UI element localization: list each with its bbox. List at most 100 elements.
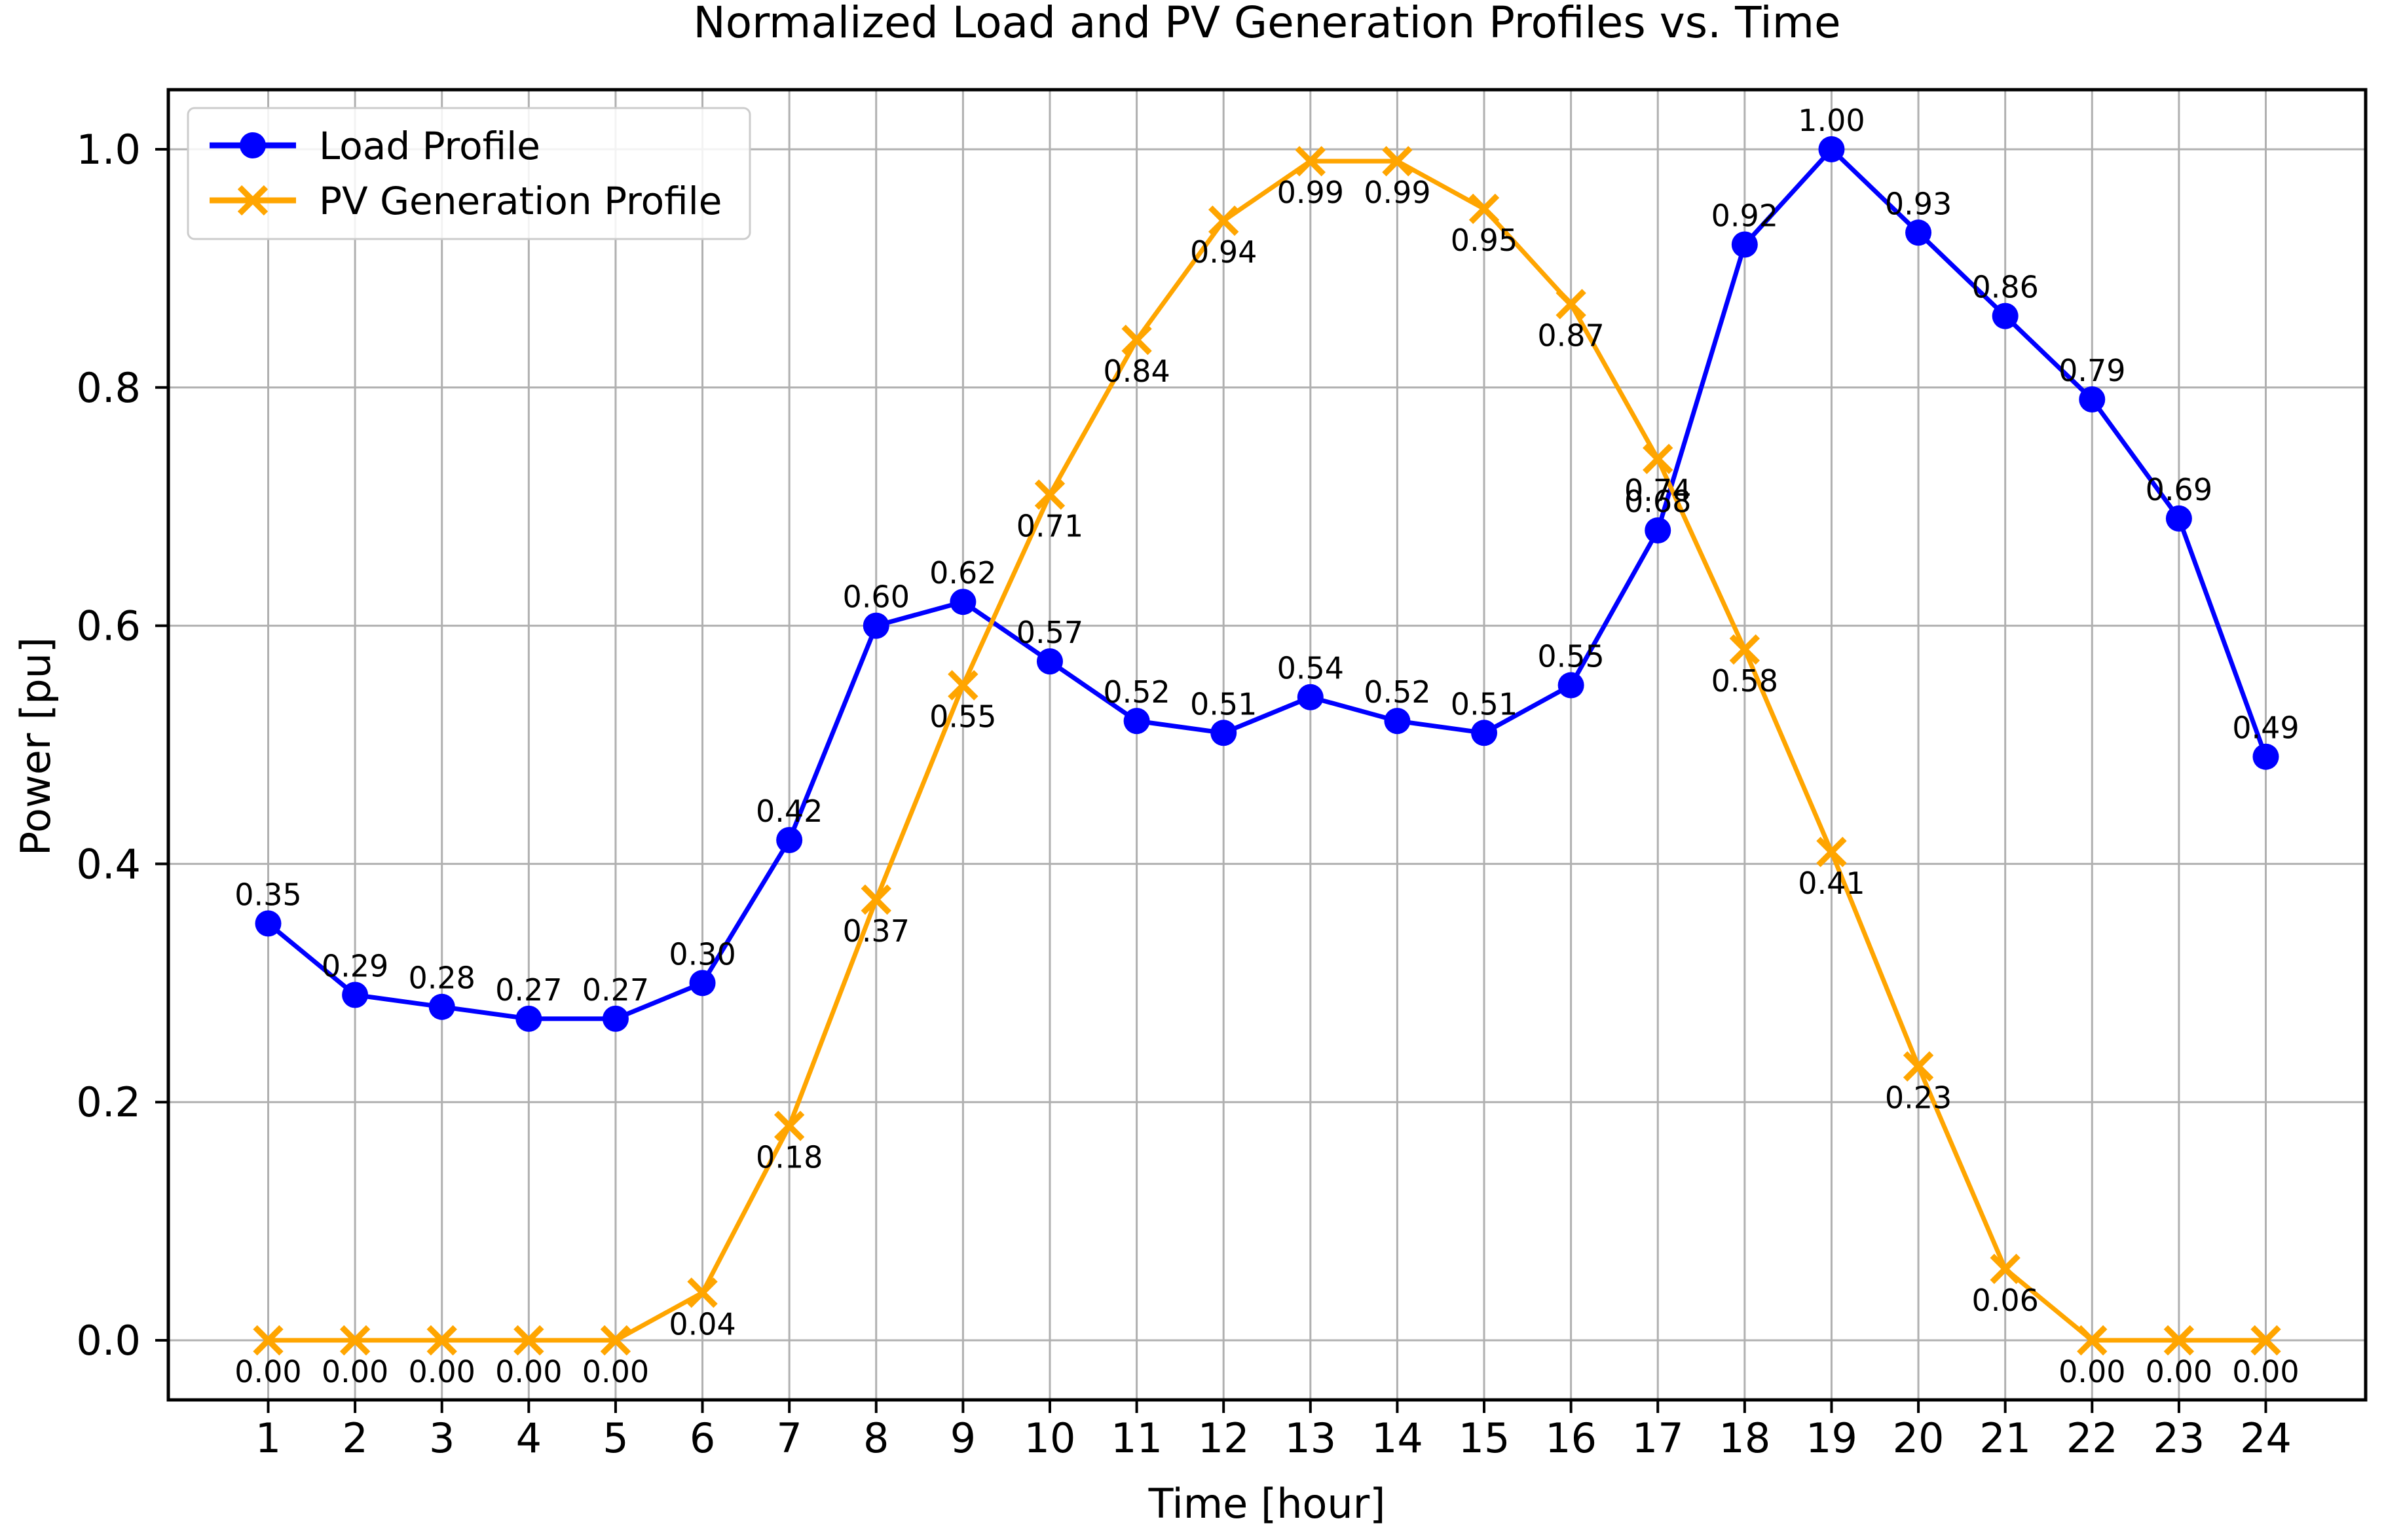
data-point-marker-circle [428, 993, 455, 1020]
data-point-label: 0.00 [495, 1354, 562, 1389]
plot-border [166, 88, 2368, 1402]
data-point-marker-circle [342, 981, 369, 1008]
data-point-marker-x [1208, 205, 1239, 236]
data-point-marker-x [1903, 1051, 1934, 1082]
data-point-marker-circle [1384, 708, 1411, 735]
x-tick-label: 3 [429, 1414, 455, 1462]
x-tick-label: 5 [603, 1414, 628, 1462]
data-point-marker-x [2250, 1325, 2281, 1356]
data-point-label: 0.51 [1190, 686, 1257, 722]
data-point-marker-x [600, 1325, 631, 1356]
data-point-marker-circle [602, 1005, 629, 1032]
x-tick-label: 6 [690, 1414, 715, 1462]
data-point-label: 0.71 [1016, 508, 1083, 543]
data-point-label: 0.92 [1711, 198, 1778, 233]
data-point-marker-circle [2165, 505, 2192, 532]
legend-entry: PV Generation Profile [210, 179, 722, 223]
data-point-label: 0.60 [843, 579, 910, 615]
data-point-marker-circle [1471, 720, 1498, 746]
data-point-label: 0.00 [322, 1354, 388, 1389]
y-tick-label: 0.4 [76, 840, 141, 888]
pv-series-labels: 0.00 0.00 0.00 0.00 0.00 0.04 0.18 0.37 0.55 0.71… [234, 175, 2299, 1389]
data-point-label: 0.35 [234, 877, 301, 912]
data-point-label: 0.58 [1711, 663, 1778, 699]
data-point-marker-x [1729, 634, 1760, 665]
x-tick-label: 4 [516, 1414, 542, 1462]
data-point-marker-circle [2079, 386, 2106, 412]
data-point-label: 0.86 [1971, 270, 2038, 305]
data-point-marker-x [1990, 1253, 2021, 1285]
data-point-label: 0.42 [756, 794, 823, 829]
data-point-marker-x [1555, 289, 1586, 320]
data-point-marker-circle [1731, 231, 1758, 258]
x-tick-label: 7 [776, 1414, 802, 1462]
load-series-line [266, 147, 2268, 1021]
data-point-marker-x [1643, 443, 1673, 475]
data-point-marker-x [1468, 193, 1500, 225]
data-point-marker-circle [689, 970, 716, 997]
data-point-marker-x [513, 1325, 544, 1356]
y-tick-label: 0.6 [76, 602, 141, 650]
x-axis-label: Time [hour] [1148, 1480, 1386, 1528]
data-point-label: 0.55 [1537, 639, 1604, 674]
data-point-marker-circle [776, 827, 803, 854]
data-point-marker-circle [1036, 648, 1063, 675]
legend-label: PV Generation Profile [319, 179, 722, 223]
data-point-label: 0.55 [929, 699, 996, 735]
y-axis: 0.0 0.2 0.4 0.6 0.8 1.0 [76, 126, 168, 1365]
data-point-marker-x [1295, 145, 1326, 177]
x-axis: 1 2 3 4 5 6 7 8 9 10 11 12 13 14 15 16 17 18 19 20 21 22 23 24 [255, 1400, 2292, 1462]
data-point-label: 0.95 [1451, 223, 1518, 258]
x-tick-label: 12 [1198, 1414, 1250, 1462]
data-point-marker-x [687, 1277, 718, 1308]
x-tick-label: 16 [1545, 1414, 1597, 1462]
data-point-label: 0.93 [1885, 186, 1952, 221]
data-point-label: 0.27 [582, 972, 649, 1008]
x-tick-label: 11 [1111, 1414, 1163, 1462]
data-point-marker-circle [515, 1005, 542, 1032]
legend-box [187, 107, 751, 240]
x-tick-label: 20 [1893, 1414, 1945, 1462]
x-tick-label: 19 [1806, 1414, 1857, 1462]
data-point-label: 0.00 [2232, 1354, 2299, 1389]
data-point-marker-x [2077, 1325, 2108, 1356]
data-point-marker-circle [255, 910, 282, 937]
data-point-label: 0.00 [234, 1354, 301, 1389]
data-point-label: 0.84 [1103, 354, 1170, 389]
data-point-marker-x [861, 884, 891, 915]
legend: Load Profile PV Generation Profile [187, 107, 751, 240]
load-series-labels: 0.35 0.29 0.28 0.27 0.27 0.30 0.42 0.60 0.62 0.57… [234, 103, 2299, 1008]
data-point-marker-x [237, 185, 269, 216]
data-point-label: 0.52 [1103, 674, 1170, 710]
x-tick-label: 10 [1024, 1414, 1076, 1462]
data-point-label: 0.62 [929, 555, 996, 591]
data-point-marker-x [1034, 479, 1066, 510]
x-tick-label: 13 [1284, 1414, 1336, 1462]
data-point-marker-circle [240, 132, 266, 158]
data-point-label: 0.94 [1190, 234, 1257, 270]
data-point-marker-circle [1818, 136, 1845, 162]
data-point-label: 0.37 [843, 913, 910, 949]
data-point-label: 0.52 [1364, 674, 1430, 710]
data-point-label: 0.00 [582, 1354, 649, 1389]
data-point-label: 0.28 [409, 961, 475, 996]
x-tick-label: 2 [342, 1414, 367, 1462]
data-point-marker-circle [1905, 219, 1932, 246]
data-point-marker-x [1382, 145, 1413, 177]
data-point-marker-x [948, 670, 978, 701]
legend-entry: Load Profile [210, 124, 540, 168]
data-point-marker-x [2163, 1325, 2195, 1356]
data-point-marker-circle [1297, 684, 1324, 710]
data-point-label: 0.79 [2058, 353, 2125, 388]
data-point-marker-circle [1123, 708, 1150, 735]
load-series [255, 136, 2279, 1032]
pv-series-line [266, 158, 2268, 1343]
x-tick-label: 14 [1371, 1414, 1423, 1462]
data-point-label: 0.54 [1277, 651, 1344, 686]
x-tick-label: 17 [1632, 1414, 1684, 1462]
data-point-marker-x [1121, 324, 1152, 356]
data-point-label: 0.30 [669, 936, 736, 972]
data-point-marker-x [339, 1325, 371, 1356]
data-point-label: 0.00 [2058, 1354, 2125, 1389]
